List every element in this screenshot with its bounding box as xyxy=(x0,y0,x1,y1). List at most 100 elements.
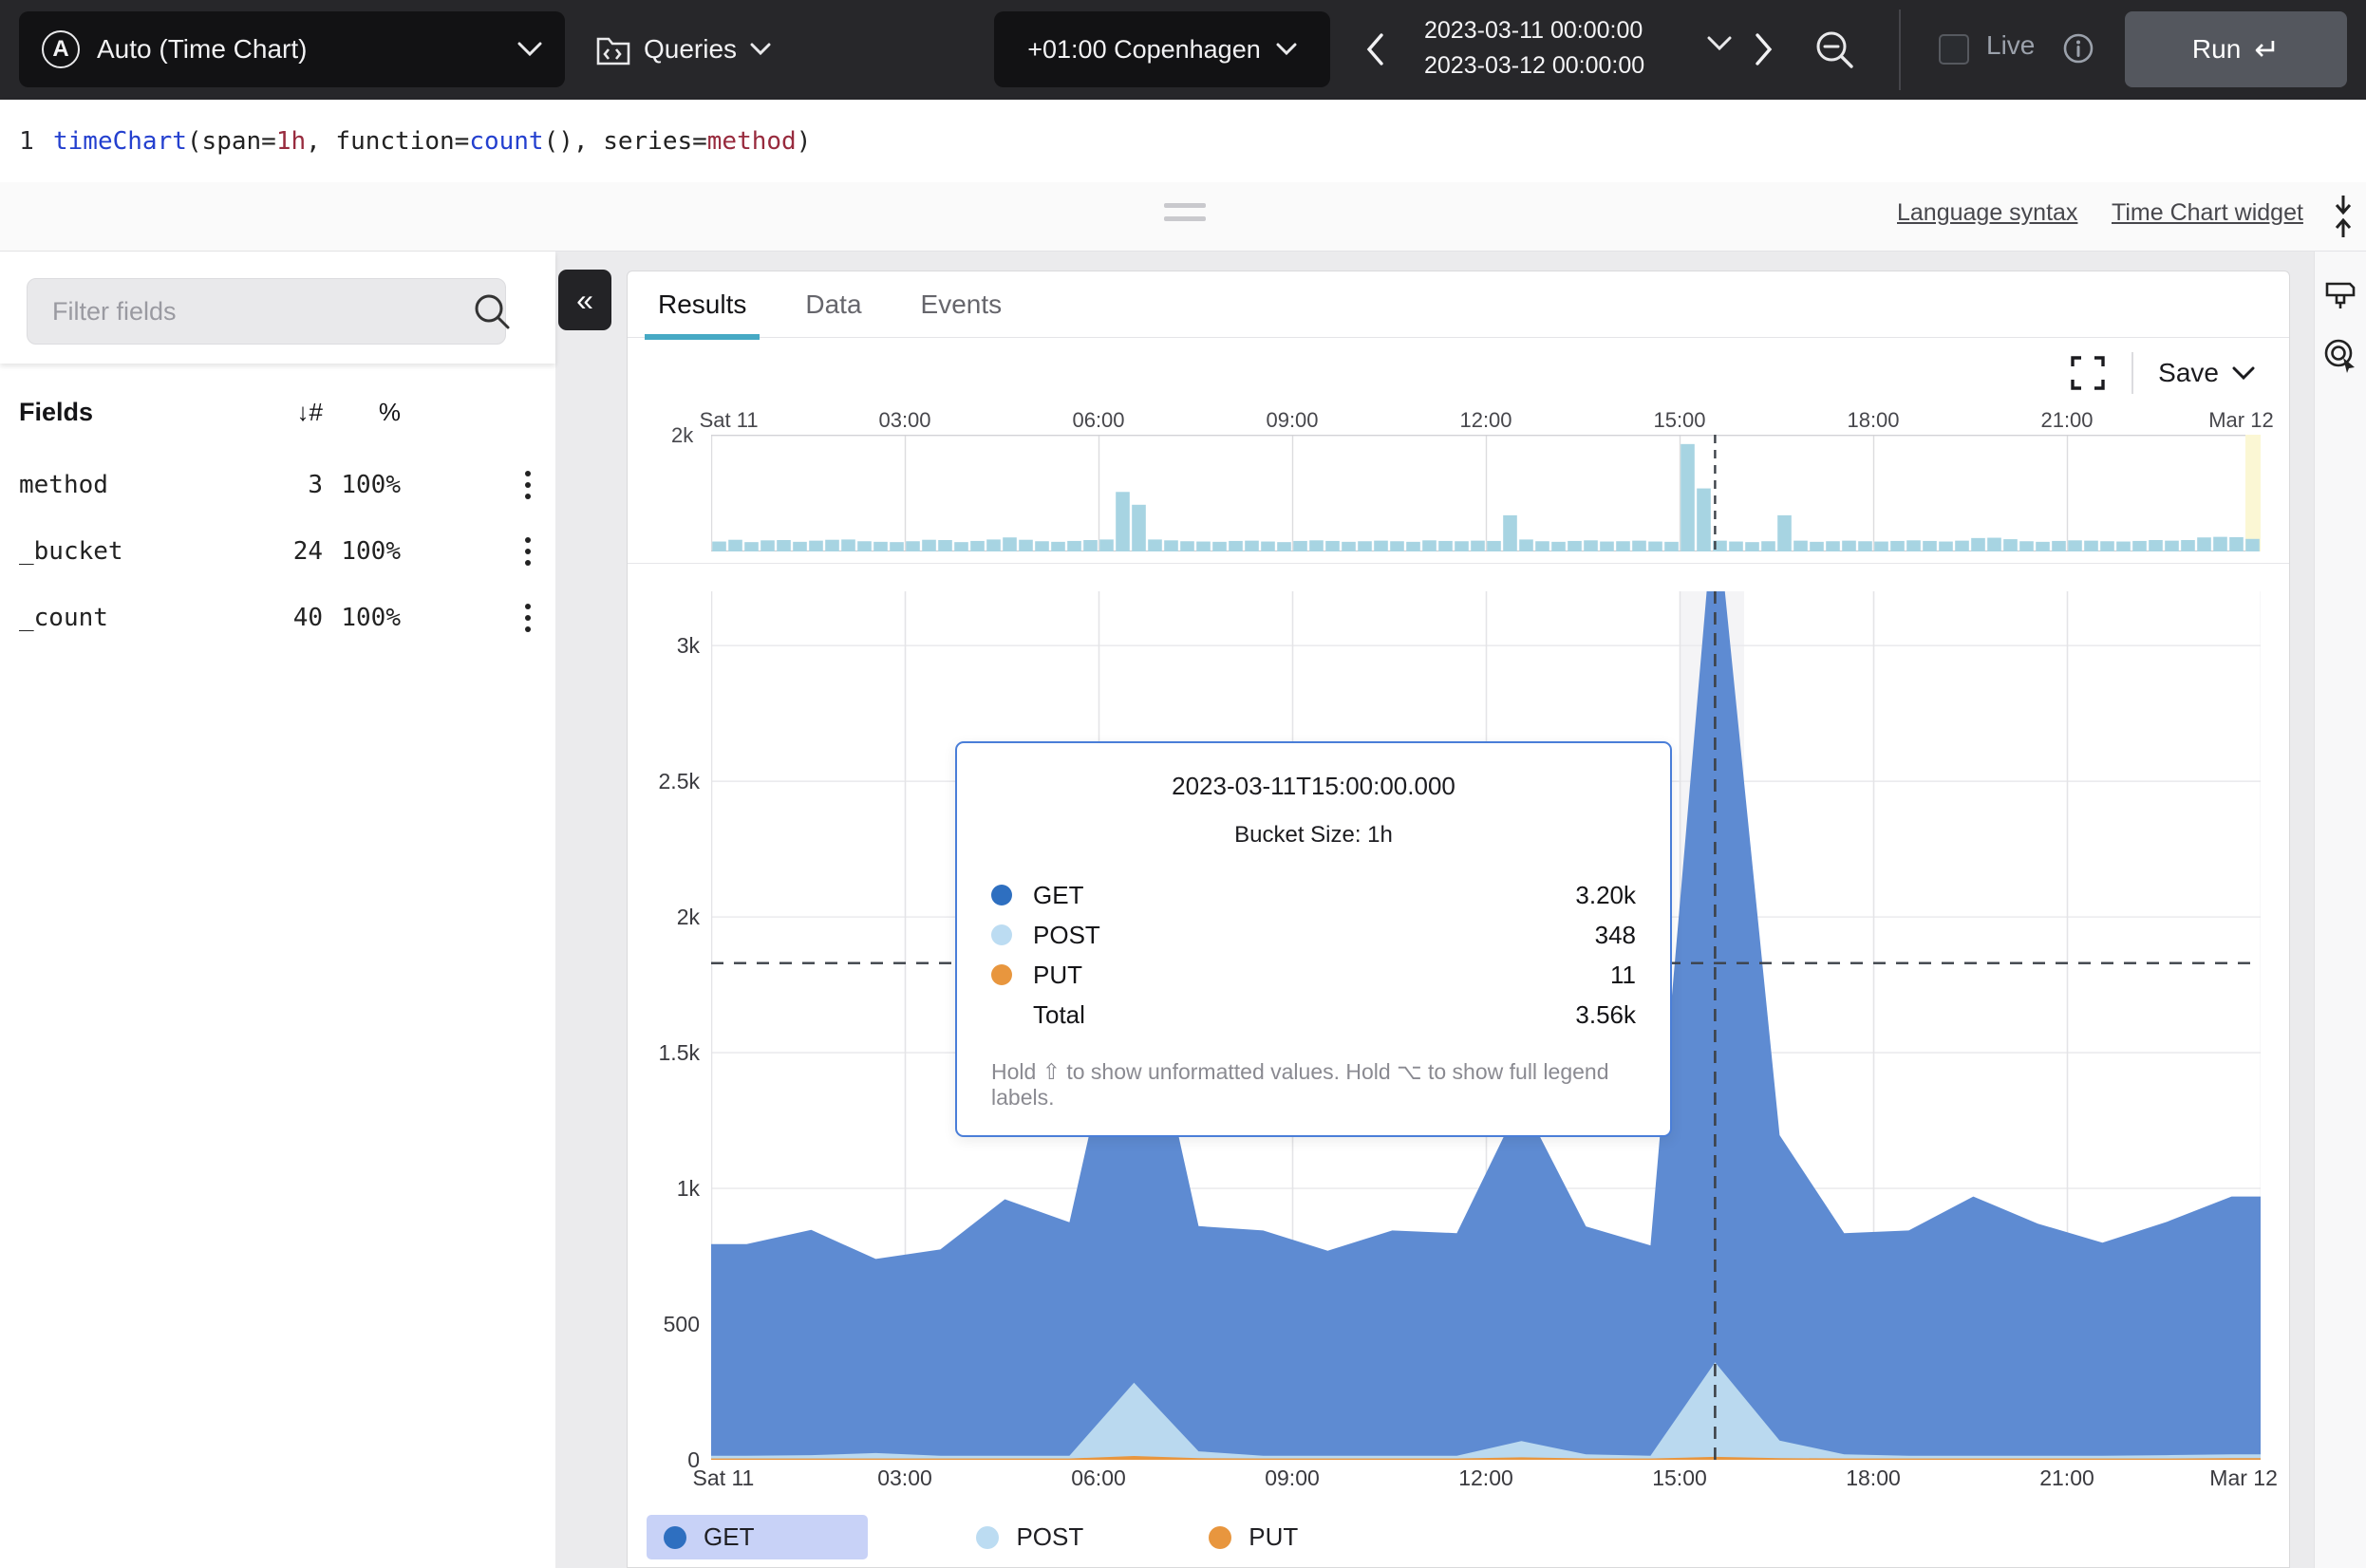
time-range-chevron-down-icon[interactable] xyxy=(1707,36,1732,51)
save-label: Save xyxy=(2158,358,2219,388)
legend-item-post[interactable]: POST xyxy=(959,1515,1100,1559)
tab-data[interactable]: Data xyxy=(805,289,861,337)
x-axis-tick: Mar 12 xyxy=(2209,1465,2278,1491)
collapse-fields-panel-button[interactable]: « xyxy=(558,270,611,330)
legend-dot xyxy=(1209,1526,1231,1549)
fields-header-percent[interactable]: % xyxy=(323,398,427,427)
logscale-search-app: { "topbar": { "widget_selector_label": "… xyxy=(0,0,2366,1568)
overview-x-axis: Sat 1103:0006:0009:0012:0015:0018:0021:0… xyxy=(711,408,2261,435)
chart-toolbar: Save xyxy=(628,338,2289,408)
field-menu-kebab-icon[interactable] xyxy=(519,531,536,572)
tooltip-row: GET3.20k xyxy=(991,875,1636,915)
auto-widget-icon: A xyxy=(42,30,80,68)
live-checkbox[interactable] xyxy=(1939,34,1969,65)
fields-header-label: Fields xyxy=(19,398,237,427)
field-menu-kebab-icon[interactable] xyxy=(519,597,536,639)
y-axis-tick: 500 xyxy=(628,1312,700,1337)
run-query-button[interactable]: Run ↵ xyxy=(2125,11,2347,87)
field-menu-kebab-icon[interactable] xyxy=(519,464,536,506)
overview-histogram-plot[interactable] xyxy=(711,435,2261,551)
query-text[interactable]: timeChart(span=1h, function=count(), ser… xyxy=(53,127,811,156)
field-name[interactable]: _bucket xyxy=(19,537,237,566)
time-forward-button[interactable] xyxy=(1745,23,1783,76)
field-name[interactable]: method xyxy=(19,471,237,499)
overview-x-tick: Sat 11 xyxy=(700,408,759,433)
field-percent: 100% xyxy=(323,471,427,499)
overview-y-tick: 2k xyxy=(671,423,693,448)
legend-dot xyxy=(976,1526,999,1549)
overview-x-tick: 03:00 xyxy=(878,408,930,433)
tooltip-hint: Hold ⇧ to show unformatted values. Hold … xyxy=(991,1059,1636,1111)
legend-label: POST xyxy=(1016,1522,1083,1552)
chevron-down-icon xyxy=(2232,366,2255,381)
fields-header-count[interactable]: ↓# xyxy=(237,398,323,427)
time-chart[interactable]: 3k2.5k2k1.5k1k5000 2023-03-11T15:00:00.0… xyxy=(711,591,2261,1460)
collapse-editor-icon[interactable] xyxy=(2324,192,2362,241)
timezone-selector[interactable]: +01:00 Copenhagen xyxy=(994,11,1330,87)
queries-menu-button[interactable]: Queries xyxy=(596,11,771,87)
time-back-button[interactable] xyxy=(1356,23,1394,76)
queries-folder-icon xyxy=(596,33,630,65)
series-dot xyxy=(991,1004,1012,1025)
time-chart-x-axis: Sat 1103:0006:0009:0012:0015:0018:0021:0… xyxy=(711,1460,2261,1498)
tooltip-bucket-size: Bucket Size: 1h xyxy=(991,822,1636,849)
tooltip-row: POST348 xyxy=(991,915,1636,955)
editor-footer-row: Language syntax Time Chart widget xyxy=(0,182,2366,252)
field-count: 3 xyxy=(237,471,323,499)
query-token: method xyxy=(707,127,797,156)
tooltip-series-value: 11 xyxy=(1610,961,1636,990)
language-syntax-link[interactable]: Language syntax xyxy=(1897,199,2077,227)
enter-key-icon: ↵ xyxy=(2254,31,2280,67)
time-range-start: 2023-03-11 00:00:00 xyxy=(1424,13,1699,48)
toolbar-divider xyxy=(2131,352,2133,394)
fields-panel: Fields ↓# % method3100%_bucket24100%_cou… xyxy=(0,252,555,1568)
tab-events[interactable]: Events xyxy=(921,289,1003,337)
y-axis-tick: 3k xyxy=(628,633,700,659)
query-token: 1h xyxy=(276,127,306,156)
x-axis-tick: 06:00 xyxy=(1071,1465,1126,1491)
results-card: ResultsDataEvents Save Sat 1103:0006:000… xyxy=(627,271,2290,1568)
field-row[interactable]: _bucket24100% xyxy=(19,518,536,585)
query-token: ) xyxy=(797,127,812,156)
tooltip-series-label: PUT xyxy=(1033,961,1082,990)
search-icon xyxy=(472,291,512,331)
interactions-target-icon[interactable] xyxy=(2322,337,2358,373)
field-row[interactable]: method3100% xyxy=(19,452,536,518)
series-dot xyxy=(991,964,1012,985)
queries-label: Queries xyxy=(644,34,737,65)
run-label: Run xyxy=(2192,34,2241,65)
field-name[interactable]: _count xyxy=(19,604,237,632)
query-token: (), series= xyxy=(544,127,707,156)
query-token: count xyxy=(469,127,543,156)
zoom-out-icon[interactable] xyxy=(1812,27,1859,74)
x-axis-tick: 03:00 xyxy=(877,1465,932,1491)
chevron-down-icon xyxy=(517,42,542,57)
live-info-icon[interactable] xyxy=(2062,32,2094,65)
fullscreen-icon[interactable] xyxy=(2069,354,2107,392)
filter-fields-input[interactable] xyxy=(27,278,506,345)
series-dot xyxy=(991,924,1012,945)
section-divider xyxy=(628,563,2289,564)
query-editor[interactable]: 1 timeChart(span=1h, function=count(), s… xyxy=(0,100,2366,182)
legend-item-put[interactable]: PUT xyxy=(1192,1515,1315,1559)
style-brush-icon[interactable] xyxy=(2322,276,2358,312)
chart-legend: GET POST PUT xyxy=(647,1515,2289,1559)
x-axis-tick: 21:00 xyxy=(2039,1465,2094,1491)
overview-histogram[interactable]: Sat 1103:0006:0009:0012:0015:0018:0021:0… xyxy=(711,408,2261,564)
time-range-end: 2023-03-12 00:00:00 xyxy=(1424,48,1699,84)
tab-results[interactable]: Results xyxy=(658,289,746,337)
widget-type-selector[interactable]: A Auto (Time Chart) xyxy=(19,11,565,87)
save-dropdown-button[interactable]: Save xyxy=(2158,358,2255,388)
legend-item-get[interactable]: GET xyxy=(647,1515,868,1559)
field-percent: 100% xyxy=(323,537,427,566)
series-dot xyxy=(991,885,1012,905)
overview-x-tick: 18:00 xyxy=(1847,408,1899,433)
tooltip-row: PUT 11 xyxy=(991,955,1636,995)
editor-resize-handle[interactable] xyxy=(1164,203,1206,230)
field-row[interactable]: _count40100% xyxy=(19,585,536,651)
widget-docs-link[interactable]: Time Chart widget xyxy=(2112,199,2303,227)
overview-x-tick: Mar 12 xyxy=(2208,408,2273,433)
query-token: , function= xyxy=(306,127,469,156)
x-axis-tick: 12:00 xyxy=(1458,1465,1513,1491)
time-range-picker[interactable]: 2023-03-11 00:00:00 2023-03-12 00:00:00 xyxy=(1424,13,1699,84)
